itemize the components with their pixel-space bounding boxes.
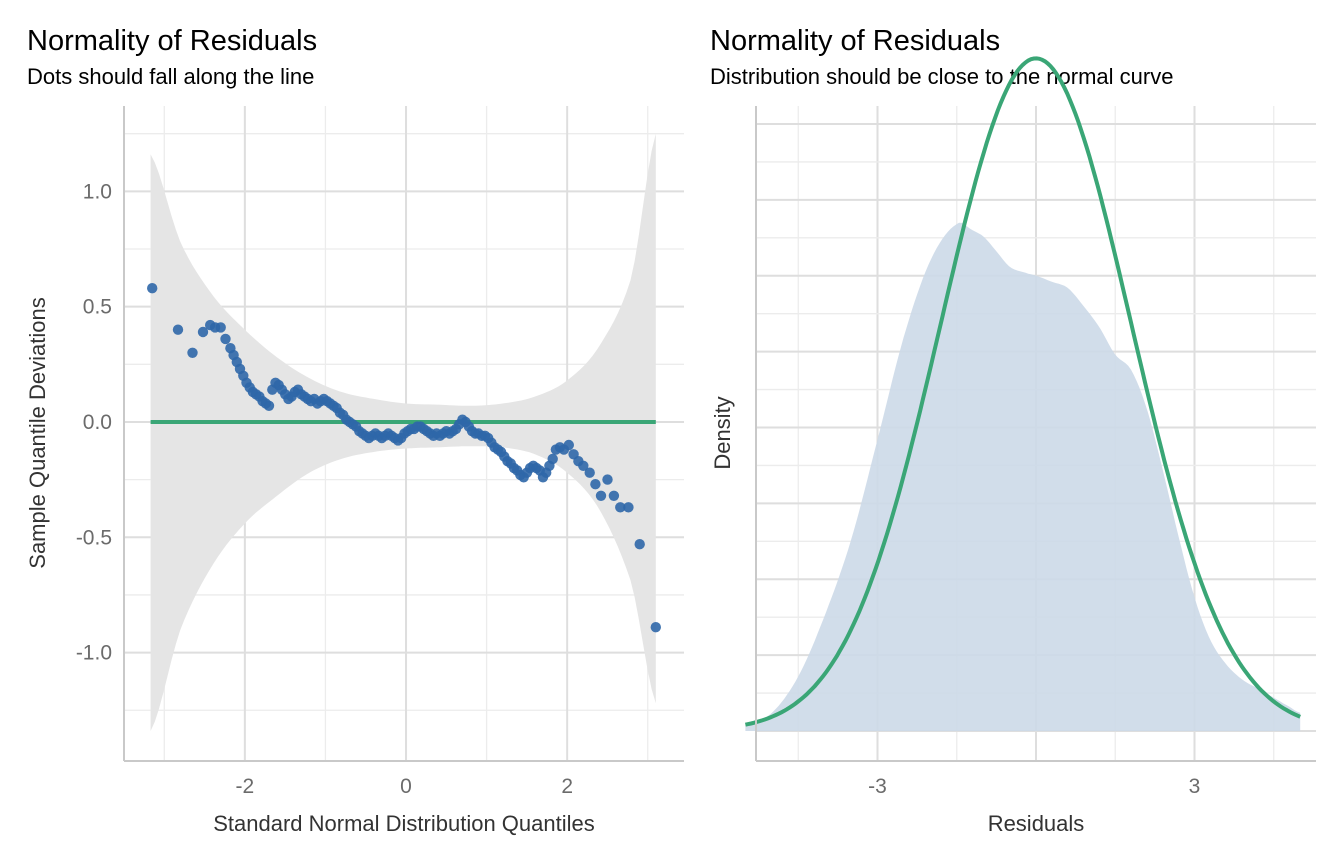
qq-point <box>650 622 661 633</box>
qq-y-tick-label: 1.0 <box>83 180 112 203</box>
qq-x-axis-label: Standard Normal Distribution Quantiles <box>213 811 595 836</box>
qq-point <box>608 490 620 501</box>
qq-point <box>623 502 634 513</box>
qq-x-tick-labels: -2 0 2 <box>236 775 573 798</box>
qq-point <box>263 400 275 411</box>
density-plot-panel: Normality of Residuals Distribution shou… <box>710 25 1316 836</box>
density-plot-title: Normality of Residuals <box>710 25 1000 57</box>
density-area <box>745 222 1301 732</box>
qq-plot-title: Normality of Residuals <box>27 25 317 57</box>
density-x-tick-label: -3 <box>868 775 887 798</box>
qq-point <box>602 474 613 485</box>
qq-plot-subtitle: Dots should fall along the line <box>27 64 314 89</box>
qq-point <box>615 502 626 513</box>
qq-point <box>578 460 589 471</box>
qq-x-tick-label: -2 <box>236 775 255 798</box>
density-y-axis-label: Density <box>710 396 735 469</box>
qq-x-tick-label: 2 <box>561 775 573 798</box>
qq-point <box>172 324 184 335</box>
qq-plot-panel: Normality of Residuals Dots should fall … <box>25 25 684 836</box>
qq-point <box>197 326 209 338</box>
qq-point <box>547 453 558 465</box>
normal-curve <box>744 56 1301 727</box>
qq-point <box>590 479 601 490</box>
qq-y-tick-label: -0.5 <box>76 526 112 549</box>
qq-point <box>187 347 198 358</box>
qq-y-tick-label: -1.0 <box>76 642 112 665</box>
qq-y-axis-label: Sample Quantile Deviations <box>25 297 50 568</box>
density-x-tick-label: 3 <box>1189 775 1201 798</box>
density-plot-subtitle: Distribution should be close to the norm… <box>710 64 1173 89</box>
qq-point <box>563 439 574 451</box>
qq-point <box>584 467 595 478</box>
qq-point <box>595 490 607 501</box>
qq-y-tick-labels: 1.0 0.5 0.0 -0.5 -1.0 <box>76 180 112 664</box>
qq-y-tick-label: 0.0 <box>83 411 112 434</box>
qq-y-tick-label: 0.5 <box>83 296 112 319</box>
qq-point <box>215 322 226 333</box>
qq-point <box>147 283 158 294</box>
qq-point <box>220 333 231 345</box>
qq-points <box>147 283 661 633</box>
density-x-tick-labels: -3 3 <box>868 775 1200 798</box>
qq-x-tick-label: 0 <box>400 775 412 798</box>
qq-point <box>634 539 645 550</box>
density-x-axis-label: Residuals <box>988 811 1085 836</box>
